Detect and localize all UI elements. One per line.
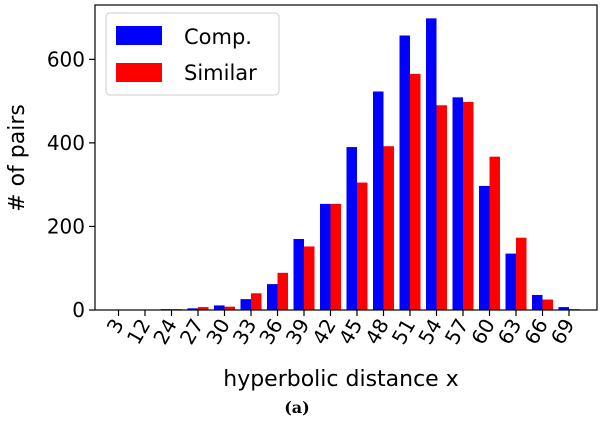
bar-similar-36 xyxy=(277,272,288,310)
bar-comp-63 xyxy=(505,253,516,310)
bar-similar-66 xyxy=(542,299,553,310)
bar-comp-33 xyxy=(240,299,251,310)
bar-similar-39 xyxy=(304,246,315,310)
legend-label-comp: Comp. xyxy=(184,25,252,49)
y-tick-label-0: 0 xyxy=(72,298,85,322)
legend-swatch-comp xyxy=(116,26,162,45)
bar-similar-33 xyxy=(251,293,262,310)
bar-comp-42 xyxy=(320,203,331,310)
bars-layer xyxy=(108,18,580,311)
bar-comp-48 xyxy=(373,91,384,311)
bar-similar-48 xyxy=(383,146,394,310)
bar-comp-45 xyxy=(346,147,357,310)
legend-label-similar: Similar xyxy=(184,61,257,85)
x-tick-label-69: 69 xyxy=(546,315,580,349)
bar-similar-45 xyxy=(357,182,368,310)
legend-swatch-similar xyxy=(116,63,162,82)
bar-similar-51 xyxy=(410,73,421,310)
bar-similar-42 xyxy=(330,203,341,310)
bar-comp-30 xyxy=(214,305,225,310)
x-axis-label: hyperbolic distance x xyxy=(223,367,458,392)
y-tick-label-600: 600 xyxy=(47,47,85,71)
bar-similar-57 xyxy=(463,101,474,311)
figure-caption: (a) xyxy=(284,398,310,417)
bar-comp-54 xyxy=(426,18,437,311)
plot-frame xyxy=(94,4,598,311)
y-tick-label-200: 200 xyxy=(47,214,85,238)
y-tick-label-400: 400 xyxy=(47,131,85,155)
bar-comp-57 xyxy=(452,97,463,310)
bar-similar-54 xyxy=(436,105,447,311)
bar-comp-66 xyxy=(532,294,543,310)
bar-comp-39 xyxy=(293,238,304,310)
bar-comp-36 xyxy=(267,284,278,310)
bar-comp-69 xyxy=(558,307,569,310)
bar-similar-30 xyxy=(224,306,235,310)
bar-comp-60 xyxy=(479,185,490,310)
bar-comp-27 xyxy=(187,308,198,310)
bar-comp-51 xyxy=(399,35,410,310)
legend: Comp. Similar xyxy=(105,12,280,96)
bar-similar-27 xyxy=(198,307,209,310)
bar-similar-63 xyxy=(516,237,527,310)
y-axis-label: # of pairs xyxy=(5,104,30,212)
y-axis-ticks: 0 200 400 600 xyxy=(47,47,95,322)
bar-similar-60 xyxy=(489,156,500,310)
